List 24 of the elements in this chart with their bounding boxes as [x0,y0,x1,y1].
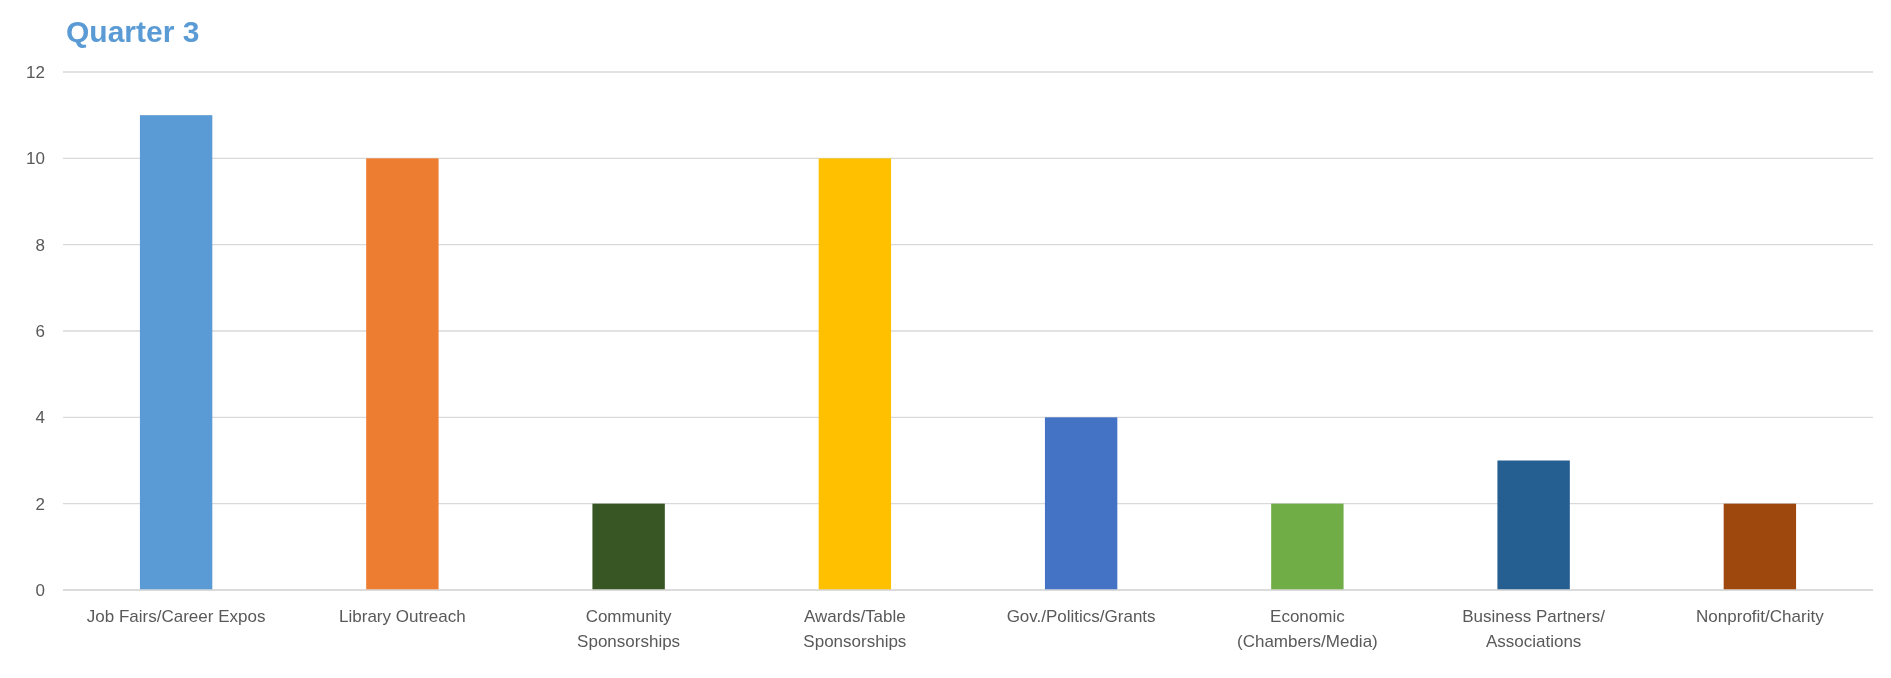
x-tick-label: Economic (Chambers/Media) [1236,607,1378,651]
x-tick-label: Nonprofit/Charity [1696,607,1825,626]
y-tick-label: 2 [35,494,45,514]
x-tick-label: Awards/Table Sponsorships [803,607,907,651]
chart-title: Quarter 3 [66,15,200,48]
bar [139,115,213,590]
y-tick-label: 0 [35,580,45,600]
y-tick-label: 6 [35,321,45,341]
x-tick-label: Gov./Politics/Grants [1006,607,1156,626]
y-tick-label: 8 [35,235,45,255]
bar [818,158,892,590]
bar [1723,503,1797,590]
y-tick-label: 4 [35,408,45,428]
x-tick-label: Job Fairs/Career Expos [86,607,266,626]
bar [366,158,439,590]
x-tick-label: Library Outreach [339,607,466,626]
x-tick-label: Business Partners/ Associations [1462,607,1606,651]
bar [1044,417,1118,590]
bar [1497,460,1570,590]
y-tick-label: 12 [26,62,45,82]
x-tick-label: Community Sponsorships [577,607,681,651]
y-tick-label: 10 [26,149,45,169]
bar [592,503,665,590]
bar [1271,503,1344,590]
